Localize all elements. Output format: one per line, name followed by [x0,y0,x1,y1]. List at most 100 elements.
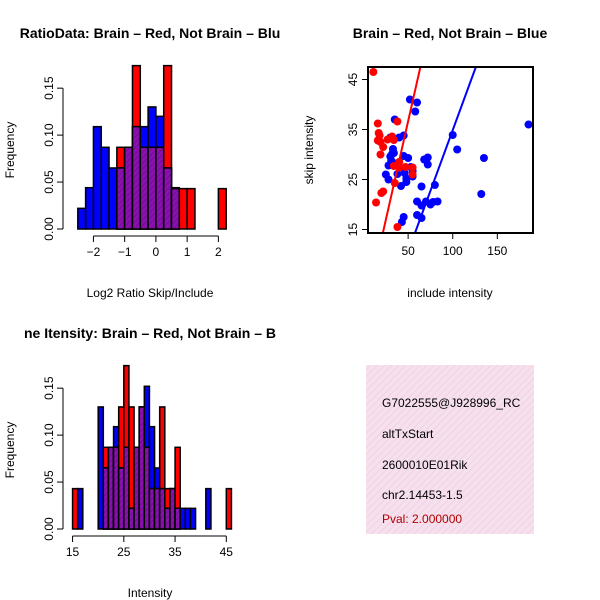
scatter-point-red-1 [372,198,381,207]
hist3-bar-blue-21 [179,507,187,530]
hist3-bar-overlap-18 [164,507,171,530]
hist3-bar-overlap-20 [174,507,181,530]
scatter-y-tick-label-3: 45 [346,73,360,87]
hist3-x-tick-label-3: 45 [220,545,234,559]
hist1-bar-red-14 [186,187,196,230]
hist3-bar-overlap-10 [123,446,130,530]
probe-id-text: G7022555@J928996_RC [382,396,521,410]
scatter-point-blue-26 [411,107,420,116]
hist3-x-tick-label-1: 25 [117,545,131,559]
hist3-bar-blue-23 [189,507,197,530]
hist1-bar-red-13 [178,187,188,230]
scatter-x-tick-label-2: 150 [487,244,507,258]
hist3-bar-overlap-8 [112,446,120,530]
pval-text: Pval: 2.000000 [382,512,462,526]
ratio-histogram-title: RatioData: Brain – Red, Not Brain – Blu [20,25,281,41]
scatter-point-blue-44 [479,154,488,162]
hist3-bar-red-0 [71,487,79,530]
hist3-bar-blue-22 [184,507,192,530]
hist1-bar-overlap-6 [123,146,134,230]
hist1-y-tick-label-2: 0.10 [42,123,56,147]
ratio-histogram-xlabel: Log2 Ratio Skip/Include [87,286,214,300]
intensity-histogram-panel: ne Itensity: Brain – Red, Not Brain – B … [3,325,276,600]
intensity-histogram-xlabel: Intensity [128,586,173,600]
scatter-point-blue-35 [423,153,432,162]
hist1-bar-overlap-11 [162,167,173,230]
hist3-y-tick-label-3: 0.15 [42,376,56,400]
scatter-points [369,67,533,233]
hist3-bar-overlap-11 [128,507,135,530]
hist1-y-tick-label-1: 0.05 [42,170,56,194]
scatter-y-tick-label-0: 15 [346,223,360,237]
hist3-bar-overlap-19 [169,487,176,530]
hist1-bar-overlap-10 [155,146,165,230]
hist1-bar-blue-1 [84,186,95,230]
hist1-bar-red-18 [217,187,227,230]
hist3-bar-overlap-6 [102,467,110,530]
scatter-point-red-13 [389,136,398,144]
scatter-point-red-21 [408,170,417,179]
scatter-point-red-2 [373,119,382,128]
scatter-xlabel: include intensity [407,286,492,300]
gene-name-text: 2600010E01Rik [382,458,468,472]
hist1-bar-overlap-8 [139,146,149,230]
scatter-point-red-20 [408,163,417,172]
ratio-histogram-bars [77,64,227,230]
hist1-x-tick-label-2: 0 [153,245,160,259]
scatter-point-red-5 [375,131,384,140]
hist3-y-tick-label-0: 0.00 [42,517,56,541]
scatter-point-blue-1 [384,175,393,184]
hist1-bar-overlap-7 [131,125,142,230]
hist1-x-tick-label-1: −1 [118,245,132,259]
intensity-histogram-bars [71,364,233,530]
hist3-x-tick-label-2: 35 [168,545,182,559]
scatter-point-red-15 [393,223,402,231]
scatter-point-blue-21 [404,154,413,162]
hist1-bar-blue-3 [100,146,110,230]
hist3-bar-overlap-17 [158,487,166,530]
intensity-scatter-panel: Brain – Red, Not Brain – Blue 50 100 150 15… [302,25,547,300]
hist3-y-tick-label-1: 0.05 [42,470,56,494]
scatter-x-tick-label-0: 50 [401,244,415,258]
scatter-point-blue-15 [399,213,408,221]
hist3-bar-blue-1 [76,487,84,530]
hist1-x-tick-label-3: 1 [184,245,191,259]
hist3-bar-blue-5 [97,406,105,530]
ratio-histogram-ylabel: Frequency [3,122,17,179]
scatter-point-red-0 [369,68,378,76]
hist3-bar-overlap-13 [138,406,146,530]
hist3-bar-overlap-9 [117,467,125,530]
intensity-histogram-ylabel: Frequency [3,422,17,479]
event-type-text: altTxStart [382,427,434,441]
scatter-x-tick-label-1: 100 [443,244,463,258]
scatter-y-tick-label-1: 25 [346,173,360,187]
scatter-axes: 50 100 150 15 25 35 45 [346,66,534,258]
scatter-point-red-7 [376,150,385,159]
hist3-x-tick-label-0: 15 [66,545,80,559]
ratio-histogram-panel: RatioData: Brain – Red, Not Brain – Blu … [3,25,280,300]
scatter-point-blue-36 [423,160,432,169]
scatter-point-red-14 [393,117,402,126]
scatter-point-blue-20 [402,174,411,183]
hist3-bar-overlap-7 [107,446,115,530]
scatter-frame [367,66,534,234]
scatter-point-blue-43 [477,190,486,198]
scatter-point-red-19 [401,163,410,171]
scatter-point-red-9 [379,187,388,196]
hist1-bar-blue-0 [77,207,87,230]
hist1-bar-overlap-5 [116,167,126,230]
hist3-y-tick-label-2: 0.10 [42,423,56,447]
scatter-point-blue-32 [417,182,426,191]
scatter-point-blue-8 [389,149,398,157]
scatter-point-blue-45 [524,120,533,129]
scatter-y-tick-label-2: 35 [346,123,360,137]
scatter-point-blue-42 [453,145,462,154]
intensity-histogram-axes: 15 25 35 45 0.00 0.05 0.10 0.15 [42,376,233,559]
info-panel: G7022555@J928996_RC altTxStart 2600010E0… [366,365,534,534]
scatter-fit-line-red [381,67,422,233]
scatter-point-red-10 [379,143,388,151]
hist1-y-tick-label-3: 0.15 [42,76,56,100]
scatter-plot-area [369,67,533,233]
scatter-point-blue-40 [433,197,442,206]
ratio-histogram-axes: −2 −1 0 1 2 0.00 0.05 0.10 0.15 [42,76,222,259]
